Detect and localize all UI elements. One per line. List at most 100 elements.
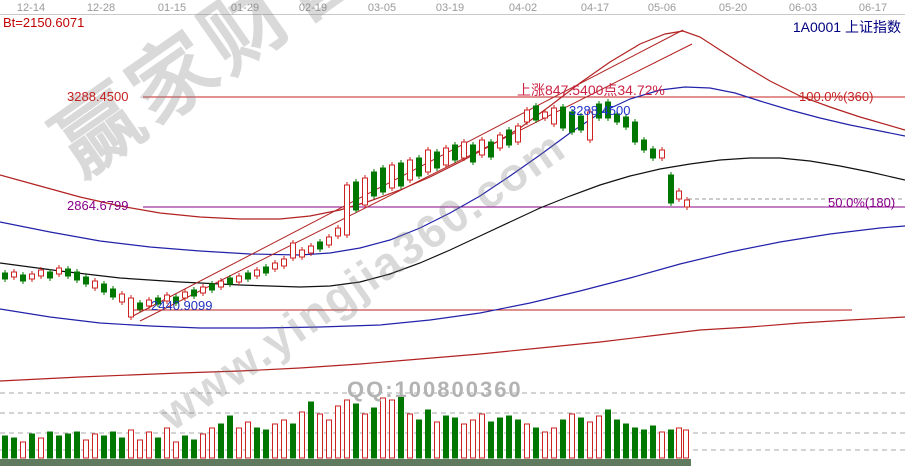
volume-bar — [425, 409, 431, 459]
volume-bar — [83, 439, 89, 459]
candle-body — [578, 115, 584, 131]
volume-bar — [676, 427, 682, 459]
candle-body — [119, 293, 125, 303]
candle-body — [191, 289, 197, 297]
axis-separator-line — [0, 14, 905, 15]
bt-indicator-value: Bt=2150.6071 — [3, 15, 85, 30]
volume-bar — [362, 413, 368, 459]
candle-body — [470, 144, 476, 163]
volume-bar — [497, 417, 503, 459]
date-tick-label: 03-19 — [435, 2, 465, 14]
candle-body — [83, 276, 89, 285]
candle-body — [344, 184, 350, 236]
volume-bar — [668, 429, 674, 459]
candle-body — [137, 302, 143, 310]
volume-bar — [587, 421, 593, 459]
volume-bar — [200, 433, 206, 459]
volume-bar — [56, 435, 62, 459]
candle-body — [488, 141, 494, 158]
candle-body — [20, 274, 26, 282]
date-tick-label: 02-19 — [298, 2, 328, 14]
date-tick-label: 12-14 — [16, 2, 46, 14]
date-tick-label: 01-29 — [230, 2, 260, 14]
volume-bar — [326, 419, 332, 459]
date-axis: 12-14 12-28 01-15 01-29 02-19 03-05 03-19 04-02… — [0, 2, 905, 14]
candle-body — [56, 267, 62, 275]
volume-bar — [164, 427, 170, 459]
volume-bar — [137, 439, 143, 459]
volume-bar — [74, 431, 80, 459]
fib-100pct-label: 100.0%(360) — [799, 89, 874, 104]
volume-bar — [560, 419, 566, 459]
candle-body — [380, 167, 386, 193]
volume-bar — [38, 437, 44, 459]
candle-body — [164, 294, 170, 302]
volume-bar — [578, 417, 584, 459]
candle-body — [101, 283, 107, 293]
symbol-title: 1A0001 上证指数 — [792, 19, 901, 35]
candle-body — [560, 106, 566, 129]
volume-bar — [551, 427, 557, 459]
volume-baseline-strip — [0, 459, 691, 466]
volume-bar — [146, 431, 152, 459]
volume-bar — [659, 431, 665, 459]
candle-body — [416, 157, 422, 177]
candle-body — [2, 272, 8, 280]
volume-bar — [182, 435, 188, 459]
candle-body — [263, 266, 269, 274]
candle-body — [632, 121, 638, 143]
volume-bar — [614, 419, 620, 459]
candle-body — [371, 171, 377, 197]
volume-bar — [389, 399, 395, 459]
candle-body — [596, 103, 602, 119]
volume-bar — [236, 427, 242, 459]
volume-bar — [245, 421, 251, 459]
candle-body — [245, 272, 251, 280]
volume-bar — [641, 429, 647, 459]
volume-bar — [452, 417, 458, 459]
volume-bar — [515, 419, 521, 459]
candle-body — [641, 139, 647, 151]
candle-body — [533, 105, 539, 121]
date-tick-label: 05-20 — [718, 2, 748, 14]
upper-red-band-curve — [0, 30, 905, 220]
candle-body — [353, 181, 359, 211]
price-level-3288-label: 3288.4500 — [67, 89, 129, 104]
lower-red-band-curve — [0, 316, 905, 382]
candle-body — [650, 148, 656, 159]
volume-bar — [335, 405, 341, 459]
volume-bar — [542, 431, 548, 459]
candle-body — [605, 101, 611, 119]
candle-body — [281, 258, 287, 267]
volume-bar — [344, 399, 350, 459]
candle-body — [461, 141, 467, 159]
candle-body — [74, 271, 80, 281]
volume-bar — [605, 409, 611, 459]
rise-annotation: 上涨847.5400点34.72% — [517, 82, 665, 98]
volume-bar — [506, 415, 512, 459]
candle-body — [425, 149, 431, 173]
volume-bar — [272, 423, 278, 459]
volume-bar — [119, 437, 125, 459]
volume-bar — [632, 427, 638, 459]
date-tick-label: 04-02 — [508, 2, 538, 14]
volume-bar — [191, 439, 197, 459]
volume-bar — [416, 419, 422, 459]
volume-bar — [92, 433, 98, 459]
candle-body — [443, 147, 449, 166]
candle-body — [452, 144, 458, 161]
candle-body — [623, 116, 629, 128]
candle-body — [515, 125, 521, 143]
candle-body — [335, 227, 341, 237]
trend-line — [139, 43, 693, 322]
volume-bar — [65, 433, 71, 459]
volume-bar — [407, 413, 413, 459]
price-level-2864-label: 2864.6799 — [67, 198, 129, 213]
candle-body — [128, 297, 134, 318]
volume-bar — [281, 419, 287, 459]
volume-bar — [470, 419, 476, 459]
candle-body — [92, 280, 98, 289]
volume-bar — [155, 437, 161, 459]
volume-bar — [128, 429, 134, 459]
